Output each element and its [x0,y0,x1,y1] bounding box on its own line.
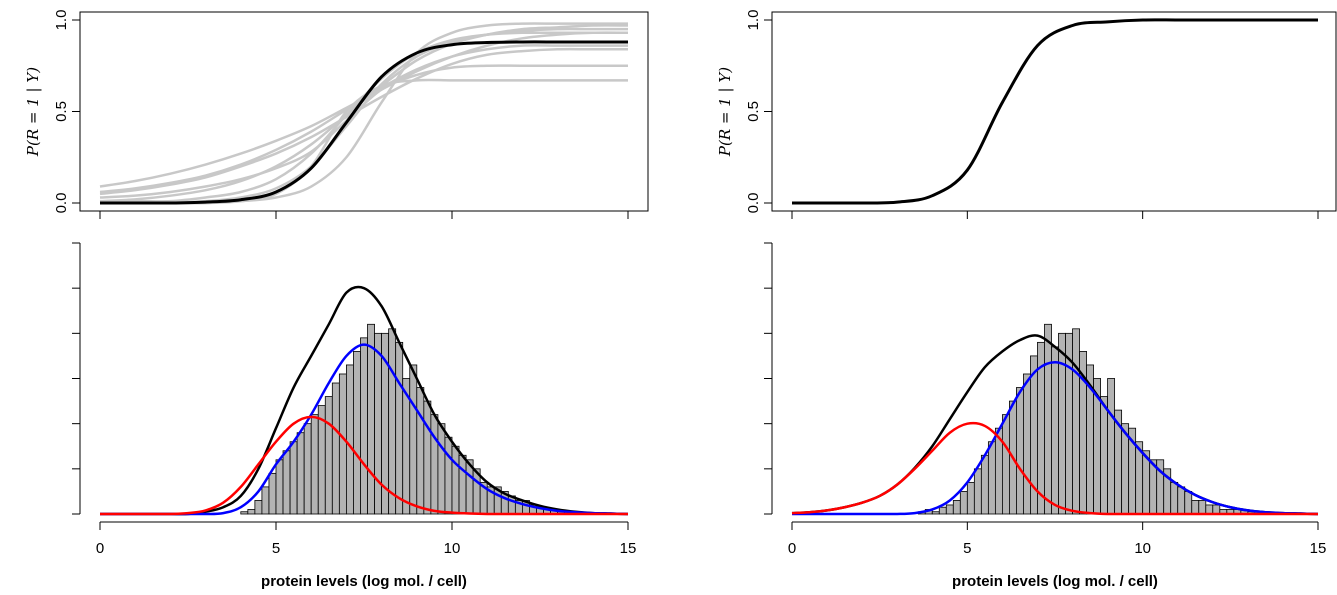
x-tick-label: 15 [620,540,637,557]
x-tick-label: 0 [96,540,104,557]
histogram-bar [282,450,291,515]
curve [99,44,628,194]
histogram-bar [275,459,284,515]
histogram-bar [1002,414,1010,515]
histogram-bar [980,454,989,515]
histogram-bar [353,350,361,515]
histogram-bar [952,500,961,515]
histogram-bar [931,511,940,515]
histogram-bar [416,387,425,515]
histogram-bar [268,472,277,515]
x-tick-label: 0 [788,540,796,557]
x-tick-label: 15 [1310,540,1327,557]
histogram-bar [388,328,397,515]
histogram-bar [437,423,446,515]
histogram-bar [1170,481,1179,515]
histogram-bar [1198,500,1207,515]
histogram-bar [345,364,354,515]
histogram-bar [240,511,249,515]
histogram-bar [458,454,467,515]
histogram-bar [1184,491,1193,515]
curve [99,415,628,516]
curve [100,27,628,205]
histogram-bar [987,441,996,515]
y-tick-label: 0.0 [745,193,762,214]
histogram-bar [374,332,382,515]
histogram-bar [430,414,439,515]
x-tick-label: 10 [444,540,461,557]
curve [99,31,629,188]
histogram-bar [938,506,947,515]
curve [99,64,628,199]
curve [99,47,628,196]
plot-frame [771,11,1337,212]
curve [792,18,1318,205]
histogram-bar [310,414,319,515]
histogram-bar [261,486,270,515]
histogram-bar [409,364,418,515]
histogram-bar [303,423,312,515]
x-tick-label: 5 [272,540,280,557]
histogram-bar [289,441,298,515]
x-tick-label: 10 [1134,540,1151,557]
y-tick-label: 1.0 [745,10,762,31]
histogram-bar [959,491,968,515]
histogram-bar [367,323,375,515]
histogram-bar [296,432,305,515]
x-tick-label: 5 [963,540,971,557]
histogram-bar [451,445,460,515]
y-tick-label: 0.0 [53,193,70,214]
histogram-bar [423,400,432,515]
histogram-bar [247,509,256,515]
histogram-bar [1051,346,1059,515]
histogram-bar [324,396,333,515]
y-tick-label: 1.0 [53,10,70,31]
histogram-bar [966,481,975,515]
histogram-bar [1107,378,1116,515]
histogram-bar [254,500,263,515]
y-axis-label: P(R = 1 | Y) [24,67,42,157]
histogram-bar [1044,323,1052,515]
histogram-bar [331,382,340,515]
x-axis-label: protein levels (log mol. / cell) [952,573,1158,590]
curve [99,31,628,205]
histogram-bar [1058,332,1066,515]
curve [791,360,1319,516]
histogram-bar [1100,396,1109,515]
y-axis-label: P(R = 1 | Y) [716,67,734,157]
y-tick-label: 0.5 [53,101,70,122]
histogram-bar [1023,373,1031,515]
histogram-bar [973,468,982,515]
histogram-bar [945,504,954,515]
histogram-bar [1205,504,1214,515]
histogram-bar [444,436,453,515]
histogram-bar [1016,387,1024,515]
histogram-bar [1191,500,1200,515]
histogram-bar [1212,504,1221,515]
x-axis-label: protein levels (log mol. / cell) [261,573,467,590]
curve [100,40,628,205]
y-tick-label: 0.5 [745,101,762,122]
curve [99,24,629,203]
histogram-bar [338,373,347,515]
curve [791,421,1318,516]
histogram-bar [1072,328,1080,515]
histogram-bar [360,337,368,515]
histogram-bar [1177,486,1186,515]
histogram-bar [395,341,404,515]
